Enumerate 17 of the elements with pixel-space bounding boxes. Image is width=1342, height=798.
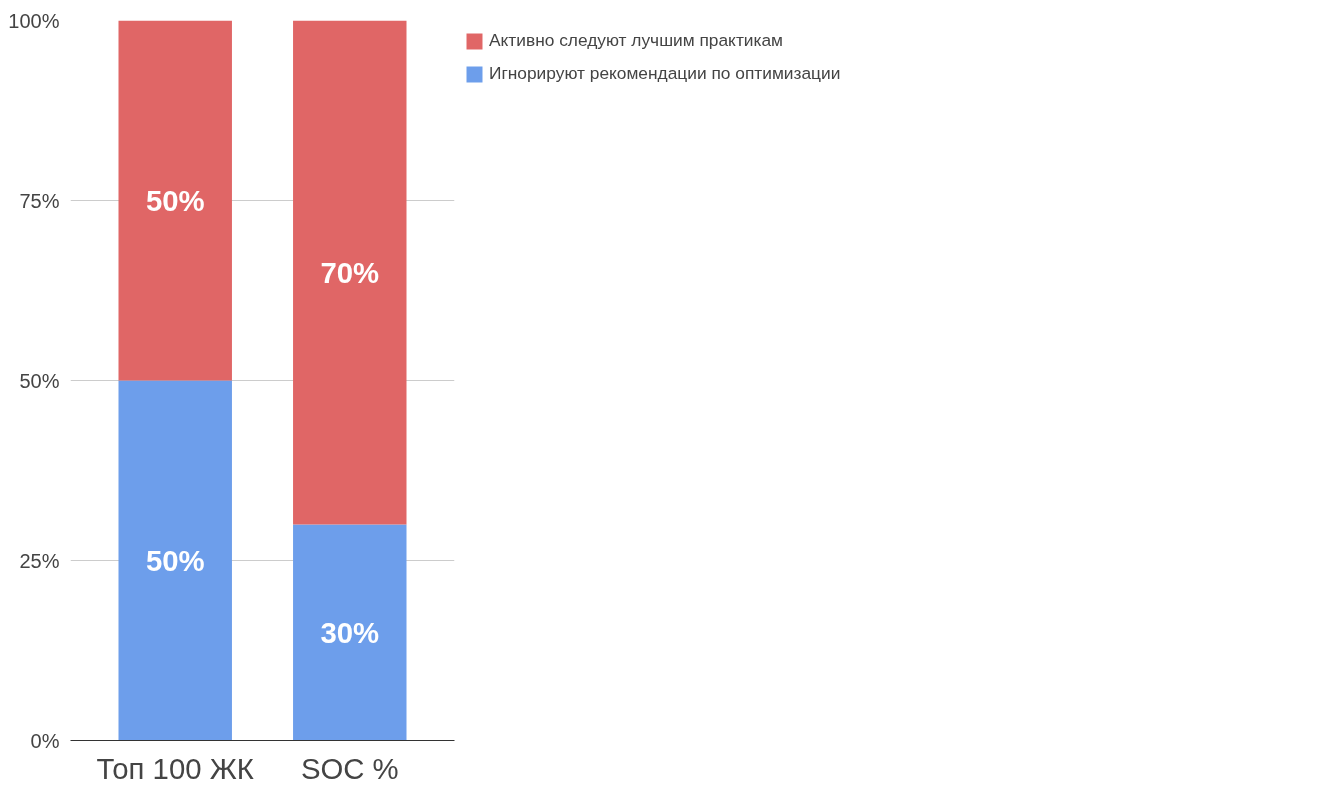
y-tick-label: 100%	[8, 9, 60, 32]
data-label: 70%	[320, 256, 380, 289]
x-tick-label: Топ 100 ЖК	[96, 751, 254, 785]
legend-label: Активно следуют лучшим практикам	[489, 30, 784, 51]
data-label: 30%	[320, 616, 380, 649]
data-label: 50%	[145, 544, 205, 577]
bar	[293, 20, 407, 525]
y-tick-label: 25%	[19, 549, 60, 572]
data-label: 50%	[145, 184, 205, 217]
x-tick-label: SOC %	[300, 751, 399, 785]
y-tick-label: 50%	[19, 369, 60, 392]
bar	[118, 20, 232, 381]
bar	[118, 380, 232, 741]
y-tick-label: 75%	[19, 189, 60, 212]
bar	[293, 524, 407, 741]
y-tick-label: 0%	[30, 729, 60, 752]
legend-label: Игнорируют рекомендации по оптимизации	[489, 63, 841, 84]
